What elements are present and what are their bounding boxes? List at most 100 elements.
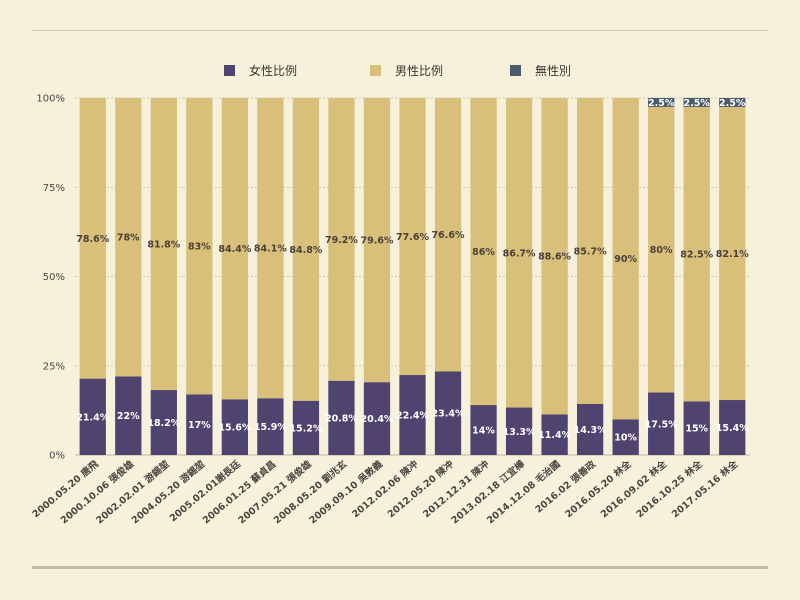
data-label: 22% — [117, 411, 140, 422]
bar-segment-female — [79, 378, 106, 455]
bar-segment-female — [292, 400, 320, 455]
x-tick-label: 2012.05.20 陳冲 — [385, 458, 456, 520]
data-label: 17.5% — [645, 419, 678, 430]
bar-segment-female — [399, 375, 426, 455]
legend-label-female: 女性比例 — [249, 63, 298, 78]
data-label: 2.5% — [719, 98, 746, 109]
y-tick-label: 50% — [43, 272, 65, 283]
legend-label-male: 男性比例 — [395, 63, 444, 78]
bar-segment-male — [257, 98, 284, 399]
bar-segment-female — [576, 403, 604, 455]
legend-label-none: 無性別 — [535, 63, 572, 78]
bar-segment-female — [328, 380, 355, 455]
legend-swatch-female — [224, 64, 235, 76]
bar-segment-female — [505, 407, 533, 455]
data-label: 84.8% — [289, 245, 322, 256]
y-tick-label: 25% — [43, 361, 65, 372]
bar-segment-none — [648, 98, 675, 107]
data-label: 77.6% — [396, 232, 429, 243]
bar-segment-male — [363, 98, 391, 383]
bottom-divider — [32, 566, 768, 569]
bar-segment-male — [683, 106, 710, 402]
bar-segment-male — [79, 98, 106, 379]
bar-segment-female — [434, 371, 462, 455]
bar-segment-male — [150, 98, 177, 391]
data-label: 81.8% — [147, 240, 180, 251]
data-label: 82.5% — [680, 250, 713, 261]
bar-segment-female — [541, 414, 568, 455]
data-label: 78.6% — [76, 234, 109, 245]
data-label: 20.8% — [325, 413, 358, 424]
x-tick-label: 2012.12.31 陳冲 — [421, 458, 492, 520]
top-divider — [32, 30, 768, 31]
data-label: 80% — [650, 245, 673, 256]
data-label: 86% — [472, 247, 495, 258]
data-label: 13.3% — [503, 427, 536, 438]
x-tick-label: 2016.09.02 林全 — [598, 458, 669, 520]
data-label: 82.1% — [716, 249, 749, 260]
bar-segment-female — [115, 376, 142, 455]
data-label: 14% — [472, 426, 495, 437]
bar-segment-male — [328, 98, 355, 381]
bar-segment-male — [186, 98, 213, 395]
bar-segment-female — [257, 398, 284, 455]
legend-item-male: 男性比例 — [370, 60, 443, 80]
legend-swatch-none — [510, 64, 521, 76]
data-label: 15.9% — [254, 422, 287, 433]
bar-segment-female — [186, 394, 213, 455]
bar-segment-male — [115, 98, 142, 377]
data-label: 23.4% — [432, 409, 465, 420]
data-label: 15.6% — [218, 423, 251, 434]
data-label: 83% — [188, 242, 211, 253]
legend-item-none: 無性別 — [510, 60, 571, 80]
data-label: 90% — [614, 254, 637, 265]
data-label: 2.5% — [684, 98, 711, 109]
data-label: 84.1% — [254, 244, 287, 255]
bar-segment-male — [399, 98, 426, 376]
y-tick-label: 0% — [49, 451, 65, 462]
data-label: 76.6% — [432, 230, 465, 241]
bar-segment-female — [719, 400, 746, 455]
x-tick-label: 2016.05.20 林全 — [563, 458, 634, 520]
data-label: 78% — [117, 233, 140, 244]
bar-segment-male — [292, 98, 320, 401]
data-label: 11.4% — [538, 430, 571, 441]
data-label: 15% — [685, 424, 708, 435]
data-label: 79.2% — [325, 235, 358, 246]
bar-segment-female — [363, 382, 391, 455]
legend-swatch-male — [370, 64, 381, 76]
chart-legend: 女性比例 男性比例 無性別 — [0, 60, 800, 80]
bar-segment-female — [470, 405, 497, 455]
bar-segment-male — [648, 106, 675, 393]
data-label: 15.2% — [289, 423, 322, 434]
x-tick-label: 2012.02.06 陳冲 — [350, 458, 421, 520]
bar-segment-female — [150, 390, 177, 455]
bar-segment-male — [470, 98, 497, 406]
data-label: 22.4% — [396, 411, 429, 422]
x-tick-label: 2017.05.16 林全 — [669, 458, 740, 520]
bar-segment-male — [434, 98, 462, 372]
data-label: 20.4% — [360, 414, 393, 425]
data-label: 79.6% — [360, 236, 393, 247]
legend-item-female: 女性比例 — [224, 60, 297, 80]
bar-segment-female — [221, 399, 249, 455]
bar-segment-male — [505, 98, 533, 408]
data-label: 17% — [188, 420, 211, 431]
data-label: 18.2% — [147, 418, 180, 429]
data-label: 10% — [614, 433, 637, 444]
x-tick-label: 2016.02 張善政 — [533, 458, 599, 516]
data-label: 15.4% — [716, 423, 749, 434]
bar-segment-female — [648, 392, 675, 455]
bar-segment-male — [576, 98, 604, 404]
bar-segment-male — [541, 98, 568, 415]
y-tick-label: 100% — [36, 94, 65, 105]
bar-segment-female — [683, 401, 710, 455]
bar-segment-none — [719, 98, 746, 107]
y-tick-label: 75% — [43, 183, 65, 194]
data-label: 84.4% — [218, 244, 251, 255]
bar-segment-female — [612, 419, 639, 455]
data-label: 21.4% — [76, 412, 109, 423]
x-tick-label: 2000.05.20 唐飛 — [30, 458, 101, 520]
data-label: 85.7% — [574, 246, 607, 257]
